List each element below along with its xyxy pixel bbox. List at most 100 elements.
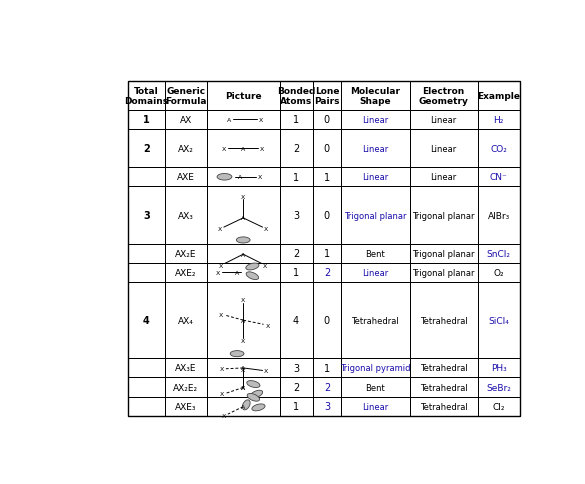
Text: 4: 4: [143, 316, 150, 325]
Text: Trigonal planar: Trigonal planar: [412, 211, 475, 220]
Text: AX₄: AX₄: [178, 316, 194, 325]
Text: Trigonal planar: Trigonal planar: [412, 249, 475, 258]
Text: A: A: [238, 175, 242, 180]
Bar: [128, 378, 165, 397]
Text: Cl₂: Cl₂: [493, 402, 505, 411]
Bar: [128, 359, 165, 378]
Text: X: X: [264, 368, 269, 373]
Bar: [478, 244, 519, 263]
Bar: [312, 130, 341, 168]
Text: 1: 1: [293, 172, 299, 182]
Bar: [280, 397, 312, 416]
Text: AX₃: AX₃: [178, 211, 194, 220]
Bar: [280, 130, 312, 168]
Text: 4: 4: [293, 316, 299, 325]
Text: AXE: AXE: [177, 173, 195, 182]
Text: Linear: Linear: [362, 173, 388, 182]
Text: PH₃: PH₃: [491, 363, 507, 373]
Text: Bent: Bent: [366, 383, 386, 392]
Bar: [128, 282, 165, 359]
Text: A: A: [227, 118, 232, 122]
Text: Linear: Linear: [362, 268, 388, 277]
Text: AX₂: AX₂: [178, 144, 194, 153]
Text: X: X: [266, 323, 270, 328]
Bar: [280, 187, 312, 244]
Text: 3: 3: [293, 363, 299, 373]
Text: Total
Domains: Total Domains: [124, 87, 168, 106]
Text: SnCl₂: SnCl₂: [487, 249, 511, 258]
Text: Electron
Geometry: Electron Geometry: [419, 87, 469, 106]
Bar: [207, 359, 280, 378]
Text: 3: 3: [293, 211, 299, 221]
Bar: [478, 111, 519, 130]
Bar: [341, 359, 409, 378]
Text: A: A: [241, 252, 245, 257]
Bar: [280, 168, 312, 187]
Bar: [128, 111, 165, 130]
Bar: [128, 187, 165, 244]
Bar: [341, 82, 409, 111]
Bar: [410, 130, 478, 168]
Text: A: A: [241, 404, 245, 409]
Bar: [312, 244, 341, 263]
Text: 1: 1: [324, 249, 330, 259]
Bar: [128, 168, 165, 187]
Text: 3: 3: [143, 211, 150, 221]
Bar: [207, 282, 280, 359]
Text: Tetrahedral: Tetrahedral: [420, 363, 467, 373]
Bar: [410, 378, 478, 397]
Text: Bent: Bent: [366, 249, 386, 258]
Ellipse shape: [246, 263, 259, 271]
Text: AX₂E: AX₂E: [175, 249, 197, 258]
Ellipse shape: [252, 404, 265, 411]
Text: AXE₂: AXE₂: [175, 268, 197, 277]
Text: X: X: [263, 263, 267, 268]
Text: SeBr₂: SeBr₂: [486, 383, 511, 392]
Text: 2: 2: [324, 382, 330, 392]
Text: 1: 1: [324, 363, 330, 373]
Bar: [341, 187, 409, 244]
Bar: [341, 168, 409, 187]
Text: 1: 1: [293, 401, 299, 411]
Bar: [207, 397, 280, 416]
Bar: [478, 397, 519, 416]
Text: H₂: H₂: [494, 116, 504, 125]
Ellipse shape: [230, 351, 244, 357]
Bar: [410, 359, 478, 378]
Text: Trigonal pyramid: Trigonal pyramid: [340, 363, 411, 373]
Bar: [165, 187, 207, 244]
Text: X: X: [220, 366, 224, 372]
Text: Tetrahedral: Tetrahedral: [420, 402, 467, 411]
Bar: [312, 263, 341, 282]
Bar: [207, 111, 280, 130]
Text: Picture: Picture: [225, 92, 261, 101]
Bar: [341, 397, 409, 416]
Text: 1: 1: [143, 115, 150, 125]
Ellipse shape: [247, 381, 260, 388]
Text: 2: 2: [293, 249, 299, 259]
Text: A: A: [241, 146, 245, 151]
Text: 0: 0: [324, 115, 330, 125]
Text: CO₂: CO₂: [490, 144, 507, 153]
Text: A: A: [241, 216, 245, 221]
Bar: [341, 244, 409, 263]
Text: 1: 1: [293, 115, 299, 125]
Text: X: X: [219, 263, 223, 268]
Bar: [478, 263, 519, 282]
Bar: [165, 244, 207, 263]
Text: X: X: [241, 385, 245, 391]
Bar: [165, 130, 207, 168]
Ellipse shape: [246, 272, 259, 280]
Text: 1: 1: [293, 268, 299, 278]
Bar: [312, 282, 341, 359]
Bar: [165, 359, 207, 378]
Text: X: X: [219, 312, 223, 317]
Text: Linear: Linear: [431, 116, 457, 125]
Text: A: A: [235, 270, 239, 275]
Bar: [207, 378, 280, 397]
Text: 0: 0: [324, 144, 330, 154]
Text: Linear: Linear: [362, 144, 388, 153]
Bar: [410, 244, 478, 263]
Text: 2: 2: [293, 144, 299, 154]
Bar: [341, 111, 409, 130]
